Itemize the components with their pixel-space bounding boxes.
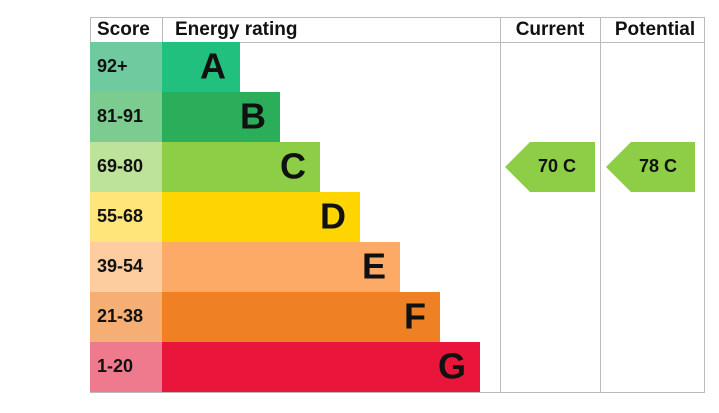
potential-arrow bbox=[606, 142, 695, 192]
score-cell bbox=[90, 292, 162, 342]
rating-bar bbox=[162, 92, 280, 142]
bands: 92+ A 81-91 B 69-80 C 55-68 D 39-54 E 21-38 F 1-20 G bbox=[90, 42, 480, 392]
score-cell bbox=[90, 142, 162, 192]
current-rating: 70 C bbox=[538, 156, 576, 176]
header-current: Current bbox=[516, 19, 585, 40]
score-range: 92+ bbox=[97, 56, 128, 76]
header-potential: Potential bbox=[615, 19, 695, 40]
header-score: Score bbox=[97, 19, 150, 40]
rating-letter: F bbox=[404, 296, 426, 337]
score-range: 69-80 bbox=[97, 156, 143, 176]
score-range: 81-91 bbox=[97, 106, 143, 126]
rating-bar bbox=[162, 192, 360, 242]
rating-bar bbox=[162, 292, 440, 342]
score-cell bbox=[90, 342, 162, 392]
header-rating: Energy rating bbox=[175, 19, 297, 40]
rating-letter: E bbox=[362, 246, 386, 287]
current-arrow bbox=[505, 142, 595, 192]
score-cell bbox=[90, 242, 162, 292]
rating-bar bbox=[162, 42, 240, 92]
rating-letter: C bbox=[280, 146, 306, 187]
rating-bar bbox=[162, 242, 400, 292]
score-cell bbox=[90, 42, 162, 92]
rating-bar bbox=[162, 342, 480, 392]
rating-letter: D bbox=[320, 196, 346, 237]
score-range: 1-20 bbox=[97, 356, 133, 376]
score-range: 55-68 bbox=[97, 206, 143, 226]
rating-letter: B bbox=[240, 96, 266, 137]
rating-letter: G bbox=[438, 346, 466, 387]
score-cell bbox=[90, 92, 162, 142]
score-range: 39-54 bbox=[97, 256, 143, 276]
rating-bar bbox=[162, 142, 320, 192]
score-range: 21-38 bbox=[97, 306, 143, 326]
potential-rating: 78 C bbox=[639, 156, 677, 176]
rating-letter: A bbox=[200, 46, 226, 87]
score-cell bbox=[90, 192, 162, 242]
